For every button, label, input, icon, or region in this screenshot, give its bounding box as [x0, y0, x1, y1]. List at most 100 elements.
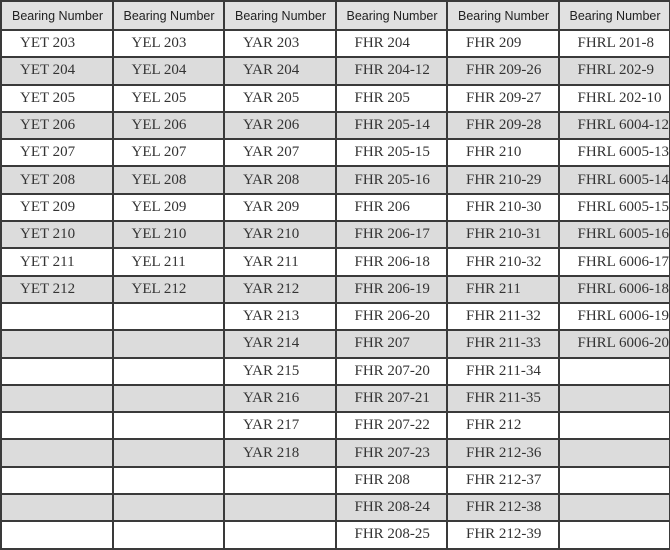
table-cell: FHR 211-34	[447, 358, 559, 385]
table-cell: FHRL 6006-19	[559, 303, 670, 330]
table-cell	[559, 521, 670, 548]
table-cell: YEL 206	[113, 112, 225, 139]
table-cell: FHR 210-30	[447, 194, 559, 221]
table-cell: FHR 204-12	[336, 57, 448, 84]
table-cell	[113, 439, 225, 466]
table-cell: FHR 206-19	[336, 276, 448, 303]
table-cell: FHR 210-31	[447, 221, 559, 248]
table-cell: FHR 206	[336, 194, 448, 221]
table-cell: FHR 211	[447, 276, 559, 303]
column-header: Bearing Number	[224, 1, 336, 30]
table-cell: FHRL 202-9	[559, 57, 670, 84]
table-cell: YET 207	[1, 139, 113, 166]
table-cell: FHR 209-28	[447, 112, 559, 139]
table-cell	[1, 385, 113, 412]
table-cell: YAR 204	[224, 57, 336, 84]
table-cell: YAR 209	[224, 194, 336, 221]
table-cell: FHR 207-22	[336, 412, 448, 439]
table-cell: YEL 205	[113, 85, 225, 112]
table-cell: YET 208	[1, 166, 113, 193]
table-cell: FHRL 6005-13	[559, 139, 670, 166]
column-header: Bearing Number	[336, 1, 448, 30]
table-cell: FHR 211-35	[447, 385, 559, 412]
table-cell: FHR 209-26	[447, 57, 559, 84]
table-cell	[113, 521, 225, 548]
table-cell	[113, 385, 225, 412]
table-cell	[1, 303, 113, 330]
table-cell: FHR 205	[336, 85, 448, 112]
table-cell: FHR 207-23	[336, 439, 448, 466]
table-cell: YAR 215	[224, 358, 336, 385]
table-cell	[113, 358, 225, 385]
table-cell: FHR 207	[336, 330, 448, 357]
table-cell: FHRL 6006-18	[559, 276, 670, 303]
table-cell: FHR 206-17	[336, 221, 448, 248]
column-header: Bearing Number	[447, 1, 559, 30]
table-cell: FHR 212-36	[447, 439, 559, 466]
table-cell: FHR 205-15	[336, 139, 448, 166]
table-cell	[113, 412, 225, 439]
table-cell: FHRL 202-10	[559, 85, 670, 112]
table-cell: YET 203	[1, 30, 113, 57]
table-cell: FHRL 6005-16	[559, 221, 670, 248]
table-cell	[224, 494, 336, 521]
table-cell	[559, 358, 670, 385]
table-cell	[1, 439, 113, 466]
table-cell: FHR 206-18	[336, 248, 448, 275]
table-cell: FHRL 6006-20	[559, 330, 670, 357]
table-cell: YET 210	[1, 221, 113, 248]
table-cell	[559, 494, 670, 521]
table-cell	[1, 358, 113, 385]
table-cell: YAR 212	[224, 276, 336, 303]
table-cell: FHR 208-24	[336, 494, 448, 521]
table-cell	[559, 439, 670, 466]
table-cell	[1, 467, 113, 494]
table-cell	[559, 385, 670, 412]
table-cell: FHR 210-29	[447, 166, 559, 193]
table-cell	[113, 467, 225, 494]
table-cell: FHR 208-25	[336, 521, 448, 548]
table-cell: YET 204	[1, 57, 113, 84]
table-cell: FHR 207-20	[336, 358, 448, 385]
table-cell: FHRL 201-8	[559, 30, 670, 57]
table-cell	[1, 412, 113, 439]
table-cell: YAR 203	[224, 30, 336, 57]
table-cell: FHR 212-38	[447, 494, 559, 521]
table-cell: FHR 212	[447, 412, 559, 439]
table-cell: YEL 204	[113, 57, 225, 84]
table-cell: FHR 209	[447, 30, 559, 57]
table-cell	[113, 494, 225, 521]
table-cell	[113, 303, 225, 330]
table-cell: FHR 210-32	[447, 248, 559, 275]
table-cell: YAR 218	[224, 439, 336, 466]
table-cell	[224, 521, 336, 548]
table-cell: YEL 212	[113, 276, 225, 303]
table-cell: FHR 206-20	[336, 303, 448, 330]
table-cell: YEL 210	[113, 221, 225, 248]
column-header: Bearing Number	[113, 1, 225, 30]
table-cell: FHR 212-37	[447, 467, 559, 494]
table-cell: FHR 204	[336, 30, 448, 57]
table-cell: FHRL 6006-17	[559, 248, 670, 275]
table-cell: YET 212	[1, 276, 113, 303]
table-cell: FHR 205-16	[336, 166, 448, 193]
table-cell: YAR 210	[224, 221, 336, 248]
table-cell: YET 205	[1, 85, 113, 112]
table-cell: FHR 211-33	[447, 330, 559, 357]
table-cell: YAR 211	[224, 248, 336, 275]
table-cell: YEL 211	[113, 248, 225, 275]
table-cell: YET 211	[1, 248, 113, 275]
